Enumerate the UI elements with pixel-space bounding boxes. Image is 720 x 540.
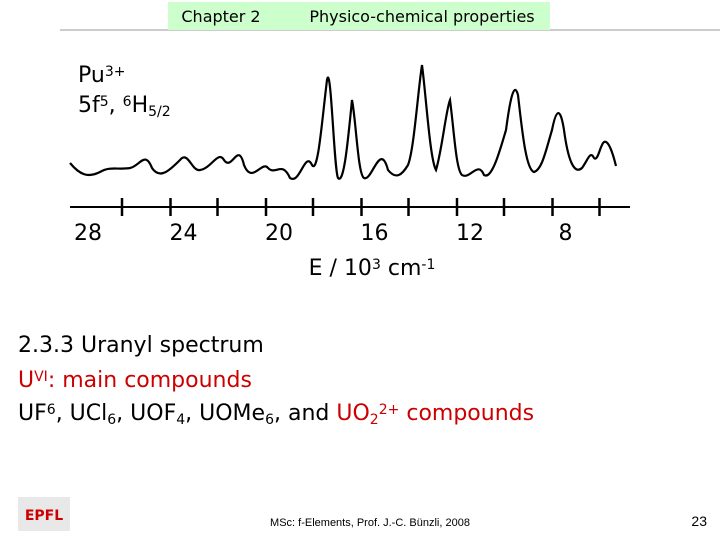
logo: EPFL (25, 508, 63, 524)
state-label: 5f5, 6H5/2 (78, 93, 171, 120)
text-run: 6 (107, 412, 116, 428)
text-run: -1 (421, 257, 435, 273)
body-line: UF6, UCl6, UOF4, UOMe6, and UO22+ compou… (18, 401, 534, 428)
text-run: 5 (100, 94, 109, 110)
text-run: , (109, 93, 123, 118)
text-run: 2 (370, 412, 379, 428)
tick-label: 24 (170, 221, 198, 246)
text-run: 5f (78, 93, 101, 118)
text-run: UO (336, 401, 369, 426)
footer-credit: MSc: f-Elements, Prof. J.-C. Bünzli, 200… (270, 517, 470, 529)
body-line: UVI: main compounds (18, 368, 252, 393)
text-run: E / 10 (309, 256, 372, 281)
text-run: 3+ (105, 64, 126, 80)
text-run: 5/2 (148, 104, 171, 120)
text-run: U (18, 368, 34, 393)
text-run: 2.3.3 Uranyl spectrum (18, 333, 264, 358)
chapter-box (168, 2, 275, 30)
chapter: Chapter 2 (181, 7, 260, 26)
text-run: , UOMe (185, 401, 265, 426)
text-run: cm (381, 256, 422, 281)
text-run: : main compounds (48, 368, 252, 393)
text-run: VI (34, 369, 48, 385)
tick-label: 28 (74, 221, 102, 246)
text-run: Pu (78, 63, 105, 88)
text-run: 4 (176, 412, 185, 428)
text-run: 6 (265, 412, 274, 428)
text-run: 6 (47, 402, 56, 418)
tick-label: 12 (456, 221, 484, 246)
section: Physico-chemical properties (309, 7, 534, 26)
logo-box (18, 497, 70, 531)
heading: 2.3.3 Uranyl spectrum (18, 333, 264, 358)
text-run: UF (18, 401, 47, 426)
page-number: 23 (691, 513, 707, 529)
tick-label: 16 (361, 221, 389, 246)
spectrum-curve (69, 64, 618, 181)
text-run: , UCl (56, 401, 108, 426)
text-run: , and (274, 401, 336, 426)
text-run: 3 (372, 257, 381, 273)
text-run: compounds (399, 401, 534, 426)
axis-label: E / 103 cm-1 (309, 256, 436, 281)
section-box (275, 2, 550, 30)
ion-label: Pu3+ (78, 63, 125, 88)
tick-label: 20 (265, 221, 293, 246)
tick-label: 8 (559, 221, 573, 246)
text-run: 2+ (379, 402, 400, 418)
text-run: , UOF (116, 401, 176, 426)
text-run: 6 (123, 94, 132, 110)
text-run: H (132, 93, 149, 118)
